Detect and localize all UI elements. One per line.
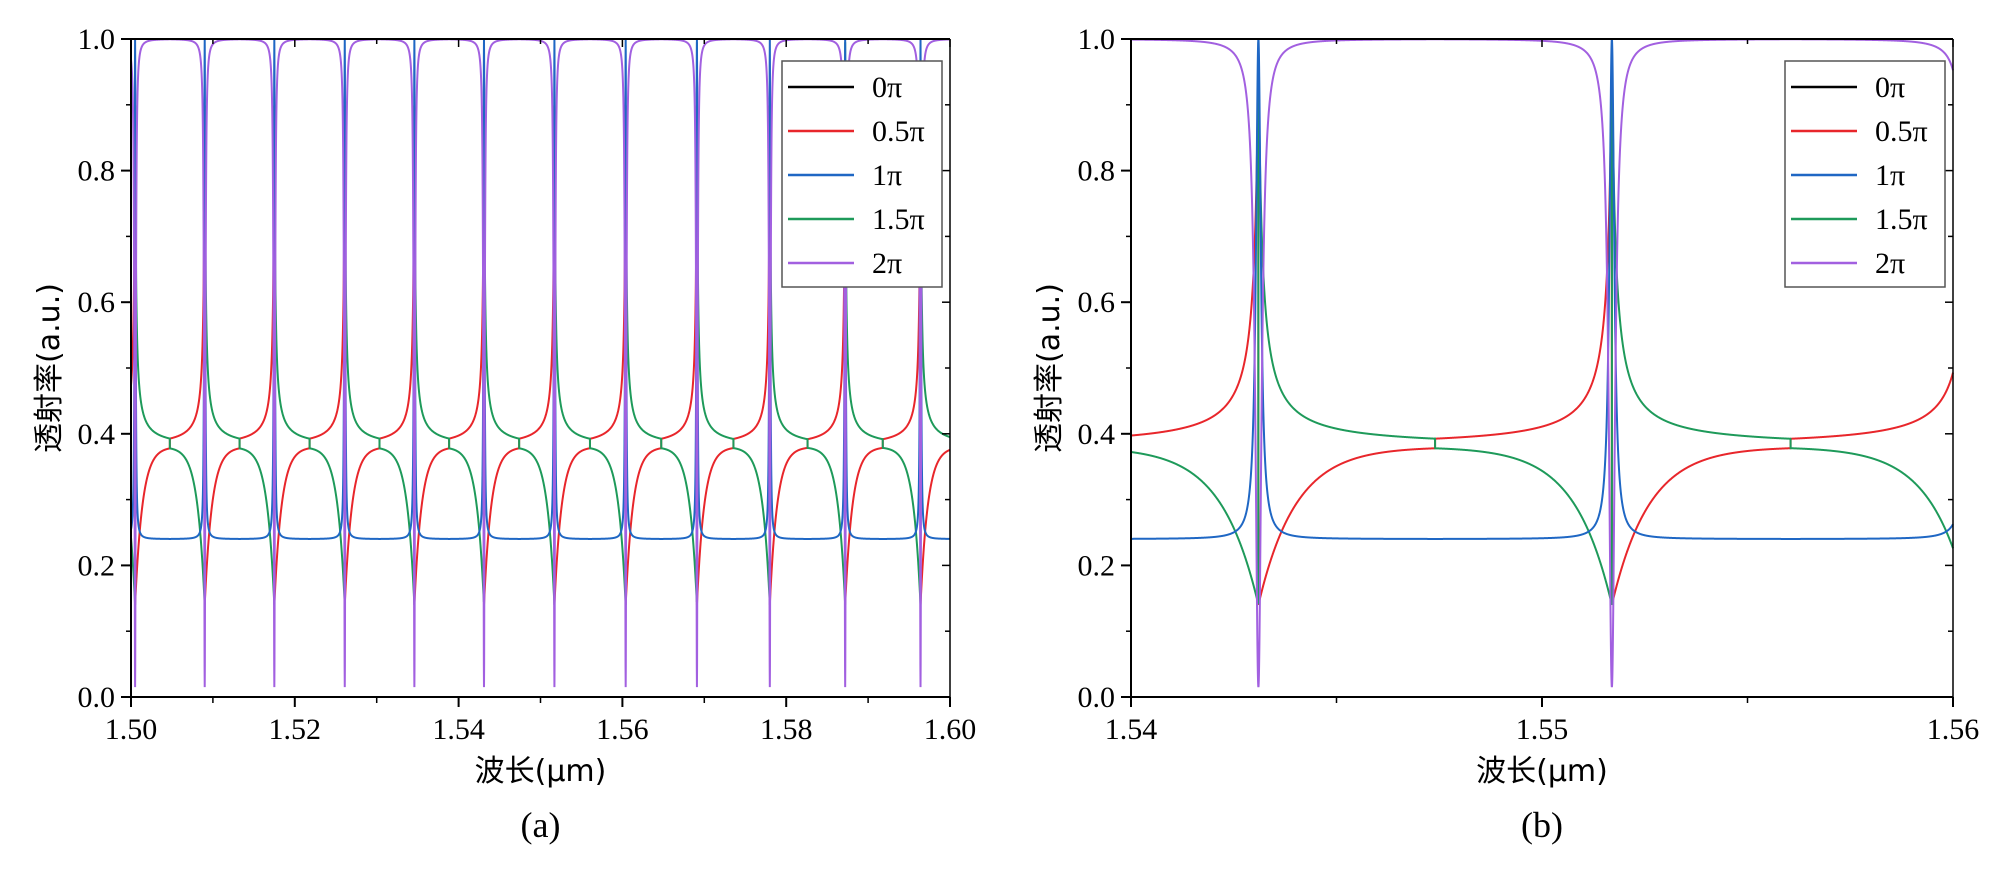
x-tick-label: 1.55 [1516,713,1569,746]
x-tick-label: 1.56 [596,713,649,746]
y-tick-label: 0.2 [78,549,116,582]
legend-label: 1π [872,159,902,192]
series-line-0.5π [1130,56,1954,606]
x-tick-label: 1.52 [269,713,322,746]
y-tick-label: 0.8 [1078,155,1116,188]
y-axis-title: 透射率(a.u.) [1032,283,1067,453]
x-axis-title: 波长(μm) [475,754,607,789]
y-tick-label: 0.2 [1078,549,1116,582]
series-line-1π [130,38,950,540]
x-tick-label: 1.56 [1927,713,1980,746]
legend-label: 1.5π [872,203,925,236]
series-line-1.5π [130,42,951,605]
y-tick-label: 0.0 [1078,681,1116,714]
panel-label: (b) [1521,805,1563,845]
legend-label: 2π [872,247,902,280]
legend-label: 0π [1875,71,1905,104]
series-line-0.5π [130,105,951,605]
chart-panel-0: 0.0 0.2 0.4 0.6 0.8 1.0 1.50 1.52 1.54 1.56 1.58 1.… [32,23,976,845]
chart-panel-1: 0.0 0.2 0.4 0.6 0.8 1.0 1.54 1.55 1.56 波长(μm) 透射率(… [1032,23,1979,845]
x-tick-label: 1.54 [1105,713,1158,746]
y-tick-label: 1.0 [78,23,116,56]
x-tick-label: 1.60 [924,713,977,746]
y-tick-label: 0.4 [78,418,116,451]
legend-label: 1.5π [1875,203,1928,236]
series-line-1π [1130,38,1954,540]
legend-label: 1π [1875,159,1905,192]
y-tick-label: 0.6 [78,286,116,319]
x-tick-label: 1.50 [105,713,158,746]
legend-label: 2π [1875,247,1905,280]
y-axis-title: 透射率(a.u.) [32,283,67,453]
legend: 0π 0.5π 1π 1.5π 2π [1784,60,1946,288]
y-tick-label: 0.8 [78,155,116,188]
legend-label: 0.5π [1875,115,1928,148]
y-tick-label: 0.6 [1078,286,1116,319]
legend-label: 0.5π [872,115,925,148]
x-axis-title: 波长(μm) [1476,754,1608,789]
x-tick-label: 1.54 [432,713,485,746]
y-tick-label: 0.0 [78,681,116,714]
series-line-1.5π [1130,42,1954,606]
legend-label: 0π [872,71,902,104]
panel-label: (a) [521,805,561,845]
y-tick-label: 0.4 [1078,418,1116,451]
y-tick-label: 1.0 [1078,23,1116,56]
legend: 0π 0.5π 1π 1.5π 2π [781,60,943,288]
x-tick-label: 1.58 [760,713,813,746]
